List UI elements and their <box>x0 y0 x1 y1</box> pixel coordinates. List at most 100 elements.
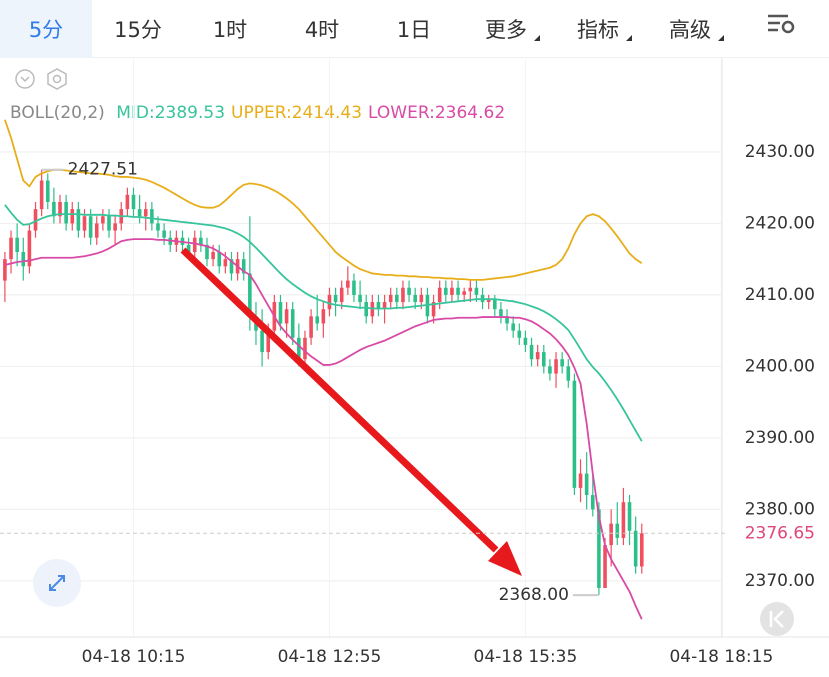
candle-body <box>143 209 148 217</box>
candle-body <box>82 216 87 231</box>
tab[interactable]: 5分 <box>0 0 92 58</box>
tab[interactable]: 指标 <box>552 0 644 58</box>
candle-body <box>303 337 307 360</box>
candle-body <box>523 337 528 345</box>
candle-body <box>584 473 589 496</box>
candle-body <box>376 302 381 310</box>
candle-body <box>27 230 32 267</box>
tab[interactable]: 4时 <box>304 17 340 42</box>
candle-body <box>431 302 436 317</box>
candle-body <box>229 259 234 274</box>
candle-body <box>309 316 313 338</box>
candle-body <box>107 216 111 231</box>
candle-body <box>382 302 387 310</box>
candle-body <box>590 495 595 510</box>
tab[interactable]: 1日 <box>396 17 432 42</box>
candle-body <box>456 287 460 295</box>
candle-body <box>364 302 369 317</box>
collapse-icon[interactable] <box>15 69 35 89</box>
candle-body <box>358 294 362 303</box>
candle-body <box>21 252 26 267</box>
back-bg[interactable] <box>760 602 794 636</box>
legend-entry: UPPER:2414.43 <box>231 103 362 123</box>
tab[interactable]: 高级 <box>644 0 736 58</box>
candle-body <box>633 530 638 567</box>
band-line <box>4 238 643 620</box>
indicator-legend: BOLL(20,2) MID:2389.53 UPPER:2414.43 LOWER… <box>10 103 505 123</box>
candle-body <box>156 223 160 231</box>
candle-body <box>639 533 644 567</box>
y-tick-label: 2430.00 <box>745 142 815 162</box>
candle-body <box>192 237 197 252</box>
menu-gear <box>781 20 795 34</box>
candle-body <box>486 298 491 303</box>
candle-body <box>499 309 503 317</box>
tab[interactable]: 15分 <box>114 17 162 42</box>
candle-body <box>15 237 19 252</box>
candle-body <box>333 294 338 303</box>
settings-icon[interactable] <box>47 68 67 90</box>
candle-body <box>517 330 522 338</box>
candle-body <box>186 244 191 252</box>
trend-arrow <box>180 247 522 576</box>
band-line <box>4 204 643 442</box>
candle-body <box>462 291 466 295</box>
candle-body <box>505 316 509 324</box>
candle-body <box>419 294 424 303</box>
candle-body <box>401 287 405 303</box>
min-label: 2368.00 <box>499 585 569 605</box>
candle-body <box>437 287 442 303</box>
candle-body <box>321 309 326 324</box>
x-tick-label: 04-18 12:55 <box>278 647 382 667</box>
candle-body <box>529 344 534 360</box>
candle-body <box>444 287 448 295</box>
candle-body <box>39 180 44 210</box>
candle-body <box>266 330 271 353</box>
candle-body <box>388 294 393 303</box>
candle-body <box>395 294 399 303</box>
candle-body <box>621 502 626 538</box>
arrow-head <box>488 541 522 576</box>
candle-body <box>566 366 571 381</box>
candle-body <box>615 523 620 538</box>
candle-body <box>76 209 81 231</box>
candle-body <box>572 380 577 488</box>
candle-body <box>260 330 264 353</box>
tab[interactable]: 更多 <box>460 0 552 58</box>
expand-button[interactable] <box>33 559 81 607</box>
candle-body <box>3 259 7 281</box>
menu-icon[interactable] <box>768 14 795 34</box>
candle-body <box>541 352 546 367</box>
candle-body <box>58 201 62 217</box>
x-tick-label: 04-18 10:15 <box>82 647 186 667</box>
collapse-chevron <box>20 76 30 83</box>
candle-body <box>205 244 209 260</box>
candle-body <box>94 223 99 238</box>
candle-body <box>278 302 283 324</box>
x-tick-label: 04-18 15:35 <box>474 647 578 667</box>
tab[interactable]: 1时 <box>212 17 248 42</box>
back-button[interactable] <box>760 602 794 636</box>
candle-body <box>113 223 117 231</box>
candle-body <box>248 273 252 317</box>
candle-body <box>241 259 246 274</box>
indicator-name: BOLL(20,2) <box>10 103 105 123</box>
x-tick-label: 04-18 18:15 <box>669 647 773 667</box>
candle-body <box>33 209 38 231</box>
candle-body <box>199 237 203 245</box>
candle-body <box>150 209 154 224</box>
candle-body <box>284 309 289 324</box>
candle-body <box>327 294 332 310</box>
candle-body <box>597 509 601 588</box>
candle-body <box>290 309 295 338</box>
candle-body <box>450 287 454 295</box>
candle-body <box>627 502 632 531</box>
back-icon <box>769 610 784 628</box>
y-tick-label: 2400.00 <box>745 356 815 376</box>
candle-body <box>52 201 56 217</box>
candle-body <box>346 280 350 288</box>
candle-body <box>493 298 497 310</box>
candle-body <box>603 545 607 588</box>
